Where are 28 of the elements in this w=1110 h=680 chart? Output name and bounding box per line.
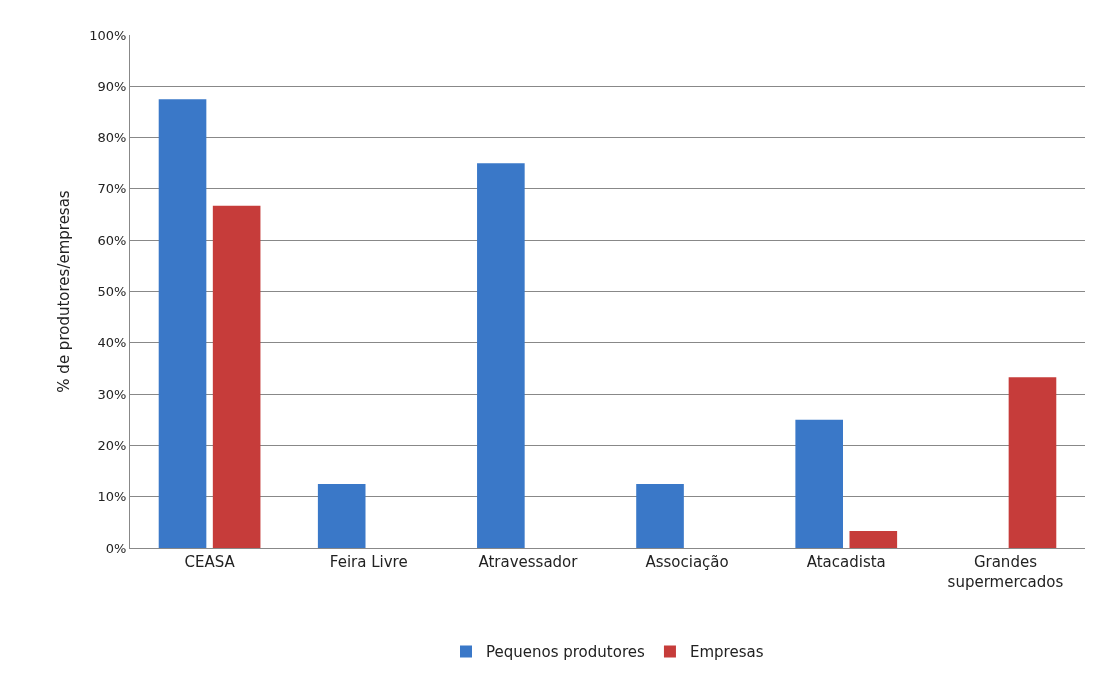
x-tick-label: CEASA (184, 553, 236, 571)
bar (317, 483, 366, 548)
bar (158, 99, 207, 548)
bar (212, 205, 261, 548)
y-tick-label: 90% (97, 78, 127, 94)
y-axis-title: % de produtores/empresas (55, 190, 74, 393)
x-tick-label: Atravessador (478, 553, 579, 571)
y-tick-label: 40% (97, 335, 127, 351)
y-tick-label: 70% (97, 181, 127, 197)
y-tick-label: 60% (97, 232, 127, 248)
y-tick-label: 10% (97, 489, 127, 505)
y-tick-label: 0% (105, 540, 127, 556)
x-tick-label: Associação (645, 553, 729, 571)
bar (636, 483, 684, 548)
y-tick-label: 80% (97, 130, 127, 146)
bar (849, 531, 898, 548)
x-tick-label: Feira Livre (329, 553, 408, 571)
legend-label: Pequenos produtores (486, 643, 645, 662)
y-tick-label: 20% (97, 437, 127, 453)
x-tick-label: Grandes supermercados (947, 553, 1064, 591)
y-tick-label: 30% (97, 386, 127, 402)
bar (1008, 377, 1057, 548)
x-tick-label: Atacadista (806, 553, 886, 571)
y-tick-label: 50% (97, 284, 127, 300)
bar (477, 163, 525, 548)
y-tick-label: 100% (89, 27, 127, 43)
legend-label: Empresas (689, 643, 764, 662)
bar (795, 419, 843, 548)
